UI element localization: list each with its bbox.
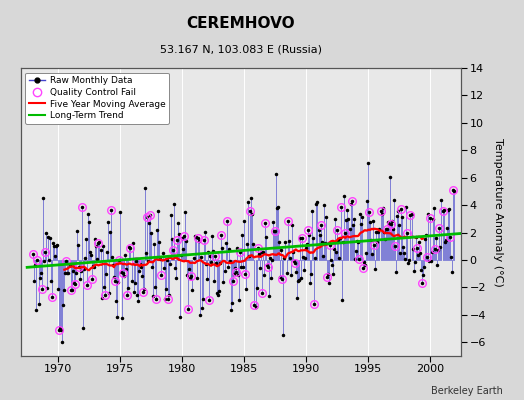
Text: Berkeley Earth: Berkeley Earth xyxy=(431,386,503,396)
Y-axis label: Temperature Anomaly (°C): Temperature Anomaly (°C) xyxy=(493,138,503,286)
Text: 53.167 N, 103.083 E (Russia): 53.167 N, 103.083 E (Russia) xyxy=(160,44,322,54)
Text: CEREMHOVO: CEREMHOVO xyxy=(187,16,296,31)
Legend: Raw Monthly Data, Quality Control Fail, Five Year Moving Average, Long-Term Tren: Raw Monthly Data, Quality Control Fail, … xyxy=(26,72,169,124)
